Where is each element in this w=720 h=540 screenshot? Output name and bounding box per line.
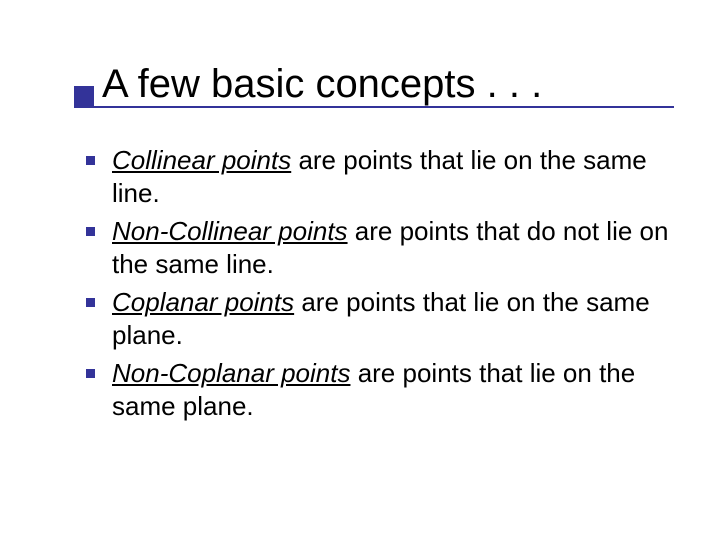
term: Non-Collinear points [112,216,348,246]
bullet-square-icon [86,369,95,378]
bullet-square-icon [86,156,95,165]
term: Non-Coplanar points [112,358,350,388]
term: Coplanar points [112,287,294,317]
list-item: Coplanar points are points that lie on t… [86,286,670,351]
bullet-square-icon [86,298,95,307]
list-item: Non-Collinear points are points that do … [86,215,670,280]
term: Collinear points [112,145,291,175]
list-item: Collinear points are points that lie on … [86,144,670,209]
title-block: A few basic concepts . . . [74,62,670,106]
list-item: Non-Coplanar points are points that lie … [86,357,670,422]
title-accent-square [74,86,94,106]
bullet-list: Collinear points are points that lie on … [74,144,670,422]
slide-title: A few basic concepts . . . [74,62,670,106]
bullet-square-icon [86,227,95,236]
title-underline [74,106,674,108]
slide: A few basic concepts . . . Collinear poi… [0,0,720,540]
